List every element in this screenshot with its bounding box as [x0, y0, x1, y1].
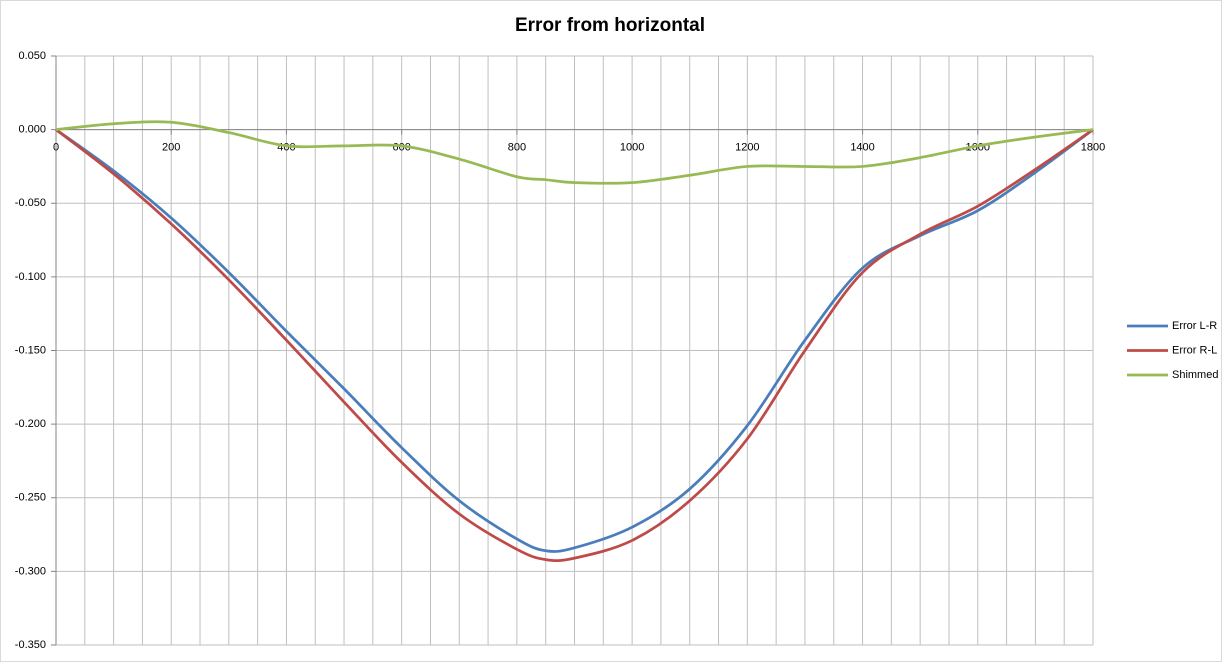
- y-tick-label: -0.200: [15, 418, 46, 430]
- y-tick-label: 0.050: [18, 50, 46, 62]
- y-tick-label: -0.150: [15, 344, 46, 356]
- legend-label: Error R-L: [1172, 344, 1217, 356]
- y-tick-label: -0.300: [15, 565, 46, 577]
- line-series: [55, 120, 1094, 185]
- chart-title: Error from horizontal: [515, 15, 705, 36]
- line-series: [55, 128, 1094, 562]
- x-tick-label: 1800: [1081, 142, 1105, 154]
- y-tick-label: -0.050: [15, 197, 46, 209]
- y-tick-label: 0.000: [18, 124, 46, 136]
- x-tick-label: 0: [53, 142, 59, 154]
- x-tick-label: 200: [162, 142, 180, 154]
- legend-label: Shimmed: [1172, 369, 1218, 381]
- x-tick-label: 1400: [850, 142, 874, 154]
- y-tick-label: -0.250: [15, 492, 46, 504]
- x-tick-label: 800: [508, 142, 526, 154]
- x-tick-label: 1200: [735, 142, 759, 154]
- x-tick-label: 1000: [620, 142, 644, 154]
- y-tick-label: -0.350: [15, 639, 46, 651]
- legend-label: Error L-R: [1172, 320, 1217, 332]
- y-tick-label: -0.100: [15, 271, 46, 283]
